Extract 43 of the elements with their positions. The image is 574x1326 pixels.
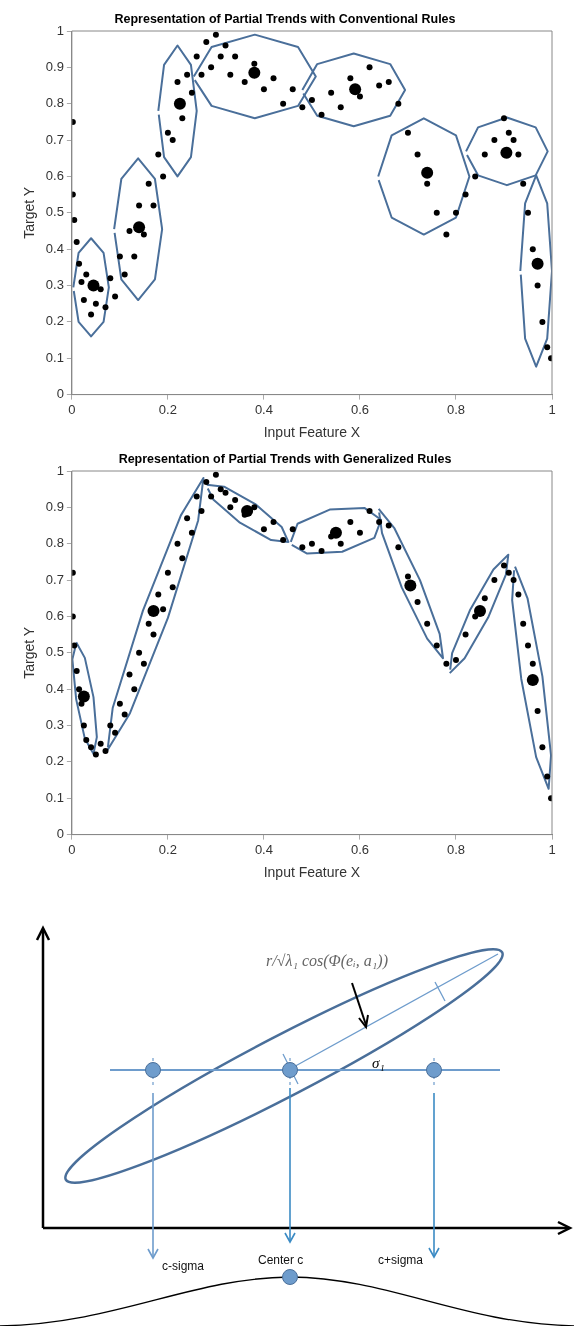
y-axis-title: Target Y <box>21 626 38 679</box>
y-tick-label: 1 <box>56 22 64 38</box>
y-tick-label: 0.6 <box>45 608 64 624</box>
x-tick-label: 0.8 <box>446 841 466 857</box>
chart-title: Representation of Partial Trends with Conventional Rules <box>114 11 456 26</box>
chart-title: Representation of Partial Trends with Generalized Rules <box>118 451 452 466</box>
y-tick-label: 0.5 <box>45 204 64 220</box>
text: Center c <box>258 1253 304 1267</box>
x-tick-label: 0.2 <box>158 841 177 857</box>
y-tick-label: 0.2 <box>45 753 64 769</box>
y-tick-label: 0.8 <box>45 535 64 551</box>
y-tick-label: 0 <box>56 386 64 402</box>
y-tick-label: 0.5 <box>45 644 64 660</box>
x-tick-label: 0 <box>68 401 76 417</box>
y-tick-label: 0.2 <box>45 313 64 329</box>
x-tick-label: 0.8 <box>446 401 466 417</box>
x-tick-label: 0.4 <box>254 841 273 857</box>
y-tick-label: 0.7 <box>45 131 64 147</box>
y-tick-label: 0.9 <box>45 498 64 514</box>
y-tick-label: 0.3 <box>45 717 64 733</box>
y-tick-label: 0.1 <box>45 789 64 805</box>
x-tick-label: 0.6 <box>350 841 369 857</box>
y-tick-label: 0.6 <box>45 168 64 184</box>
x-tick-label: 1 <box>548 841 556 857</box>
y-tick-label: 0 <box>56 826 64 842</box>
x-tick-label: 0.6 <box>350 401 369 417</box>
y-axis-title: Target Y <box>21 186 38 239</box>
text: c+sigma <box>378 1253 424 1267</box>
x-axis-title: Input Feature X <box>263 424 361 441</box>
y-tick-label: 0.7 <box>45 571 64 587</box>
y-tick-label: 0.3 <box>45 277 64 293</box>
y-tick-label: 0.4 <box>45 680 64 696</box>
x-tick-label: 1 <box>548 401 556 417</box>
y-tick-label: 0.9 <box>45 58 64 74</box>
x-tick-label: 0.4 <box>254 401 273 417</box>
y-tick-label: 1 <box>56 462 64 478</box>
x-tick-label: 0 <box>68 841 76 857</box>
x-axis-title: Input Feature X <box>263 864 361 881</box>
y-tick-label: 0.4 <box>45 240 64 256</box>
y-tick-label: 0.8 <box>45 95 64 111</box>
y-tick-label: 0.1 <box>45 349 64 365</box>
x-tick-label: 0.2 <box>158 401 177 417</box>
text: c-sigma <box>162 1259 205 1273</box>
